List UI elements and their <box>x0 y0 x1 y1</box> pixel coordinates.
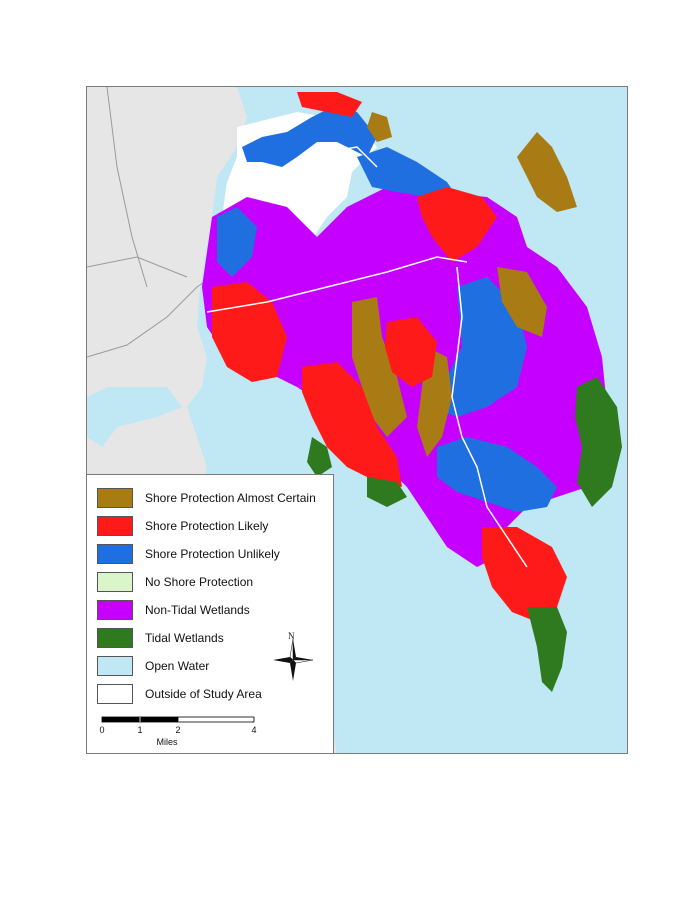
shore-almost-certain-east <box>497 267 547 337</box>
legend-label: Shore Protection Unlikely <box>145 547 280 561</box>
shore-unlikely-south <box>437 437 557 512</box>
shore-unlikely-east <box>357 147 457 197</box>
legend-label: Open Water <box>145 659 210 673</box>
shore-likely-west <box>212 282 287 382</box>
legend-label: No Shore Protection <box>145 575 254 589</box>
legend-label: Shore Protection Likely <box>145 519 269 533</box>
swatch-shore-likely <box>97 516 133 536</box>
shore-likely-center <box>385 317 437 387</box>
legend-label: Outside of Study Area <box>145 687 262 701</box>
legend-label: Tidal Wetlands <box>145 631 224 645</box>
legend-item-tidal-wetlands: Tidal Wetlands <box>97 627 224 649</box>
scale-tick-1: 1 <box>137 725 143 735</box>
legend-item-no-shore: No Shore Protection <box>97 571 253 593</box>
scale-tick-4: 4 <box>251 725 257 735</box>
legend-item-shore-almost-certain: Shore Protection Almost Certain <box>97 487 316 509</box>
tidal-wetlands-south <box>527 607 567 692</box>
legend-item-shore-likely: Shore Protection Likely <box>97 515 268 537</box>
shore-almost-certain-northeast <box>517 132 577 212</box>
swatch-outside-study-area <box>97 684 133 704</box>
shore-likely-northcentral <box>417 187 497 262</box>
legend-label: Non-Tidal Wetlands <box>145 603 250 617</box>
shore-almost-certain-center <box>352 297 407 437</box>
north-label: N <box>288 631 295 641</box>
legend-item-outside-study-area: Outside of Study Area <box>97 683 262 705</box>
tidal-wetlands-west <box>307 437 332 477</box>
shore-likely-southwest <box>302 362 402 487</box>
shore-unlikely-north <box>242 107 377 167</box>
study-area-roads <box>206 146 528 568</box>
scale-bar: 0 1 2 4 Miles <box>99 713 261 749</box>
legend-item-non-tidal-wetlands: Non-Tidal Wetlands <box>97 599 250 621</box>
shore-unlikely-central <box>432 277 527 417</box>
swatch-open-water <box>97 656 133 676</box>
swatch-shore-unlikely <box>97 544 133 564</box>
north-arrow-icon <box>270 629 316 685</box>
swatch-tidal-wetlands <box>97 628 133 648</box>
scale-unit: Miles <box>156 737 178 747</box>
swatch-shore-almost-certain <box>97 488 133 508</box>
swatch-non-tidal-wetlands <box>97 600 133 620</box>
shore-likely-southeast <box>482 527 567 622</box>
map-legend: Shore Protection Almost Certain Shore Pr… <box>86 474 334 754</box>
scale-tick-2: 2 <box>175 725 181 735</box>
legend-label: Shore Protection Almost Certain <box>145 491 316 505</box>
western-land <box>87 87 247 557</box>
tidal-wetlands-east <box>575 377 622 507</box>
shore-almost-certain-top <box>367 112 392 142</box>
scale-tick-0: 0 <box>99 725 105 735</box>
legend-item-shore-unlikely: Shore Protection Unlikely <box>97 543 280 565</box>
legend-item-open-water: Open Water <box>97 655 209 677</box>
shore-unlikely-west <box>217 207 257 277</box>
shore-likely-north <box>297 92 362 117</box>
swatch-no-shore <box>97 572 133 592</box>
inlet <box>87 387 182 447</box>
tidal-wetlands-southwest <box>367 477 407 507</box>
